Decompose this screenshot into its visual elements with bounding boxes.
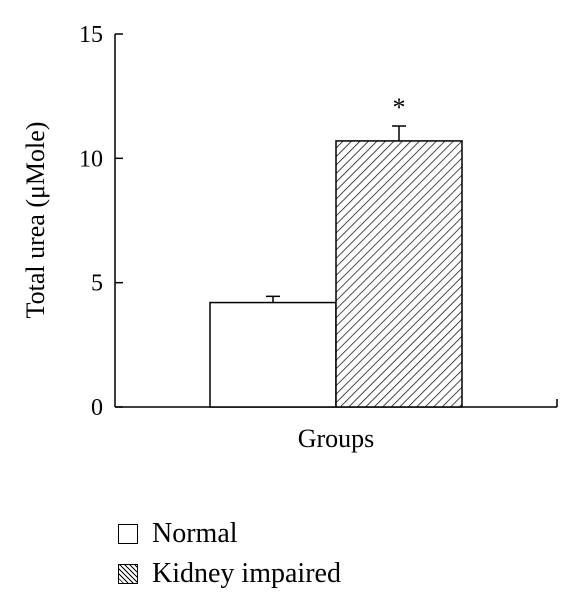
legend-label-kidney-impaired: Kidney impaired: [152, 558, 341, 589]
y-tick-label: 0: [91, 395, 103, 421]
legend-swatch-normal: [118, 524, 138, 544]
y-axis-label: Total urea (μMole): [21, 122, 50, 319]
y-tick-label: 15: [79, 22, 103, 48]
legend-item-kidney-impaired: Kidney impaired: [118, 554, 341, 594]
x-axis-label: Groups: [298, 424, 375, 453]
y-tick-label: 5: [91, 271, 103, 297]
axes: 0 5 10 15: [79, 22, 558, 421]
significance-marker: *: [393, 93, 406, 122]
legend-item-normal: Normal: [118, 514, 341, 554]
bars: *: [209, 93, 463, 408]
legend: Normal Kidney impaired: [118, 514, 341, 594]
bar-kidney-impaired: [335, 140, 463, 408]
bar-normal: [209, 301, 337, 408]
legend-swatch-kidney-impaired: [118, 564, 138, 584]
legend-label-normal: Normal: [152, 518, 238, 549]
chart: 0 5 10 15 * Total urea (μMole) Groups: [21, 22, 558, 453]
y-tick-label: 10: [79, 146, 103, 172]
